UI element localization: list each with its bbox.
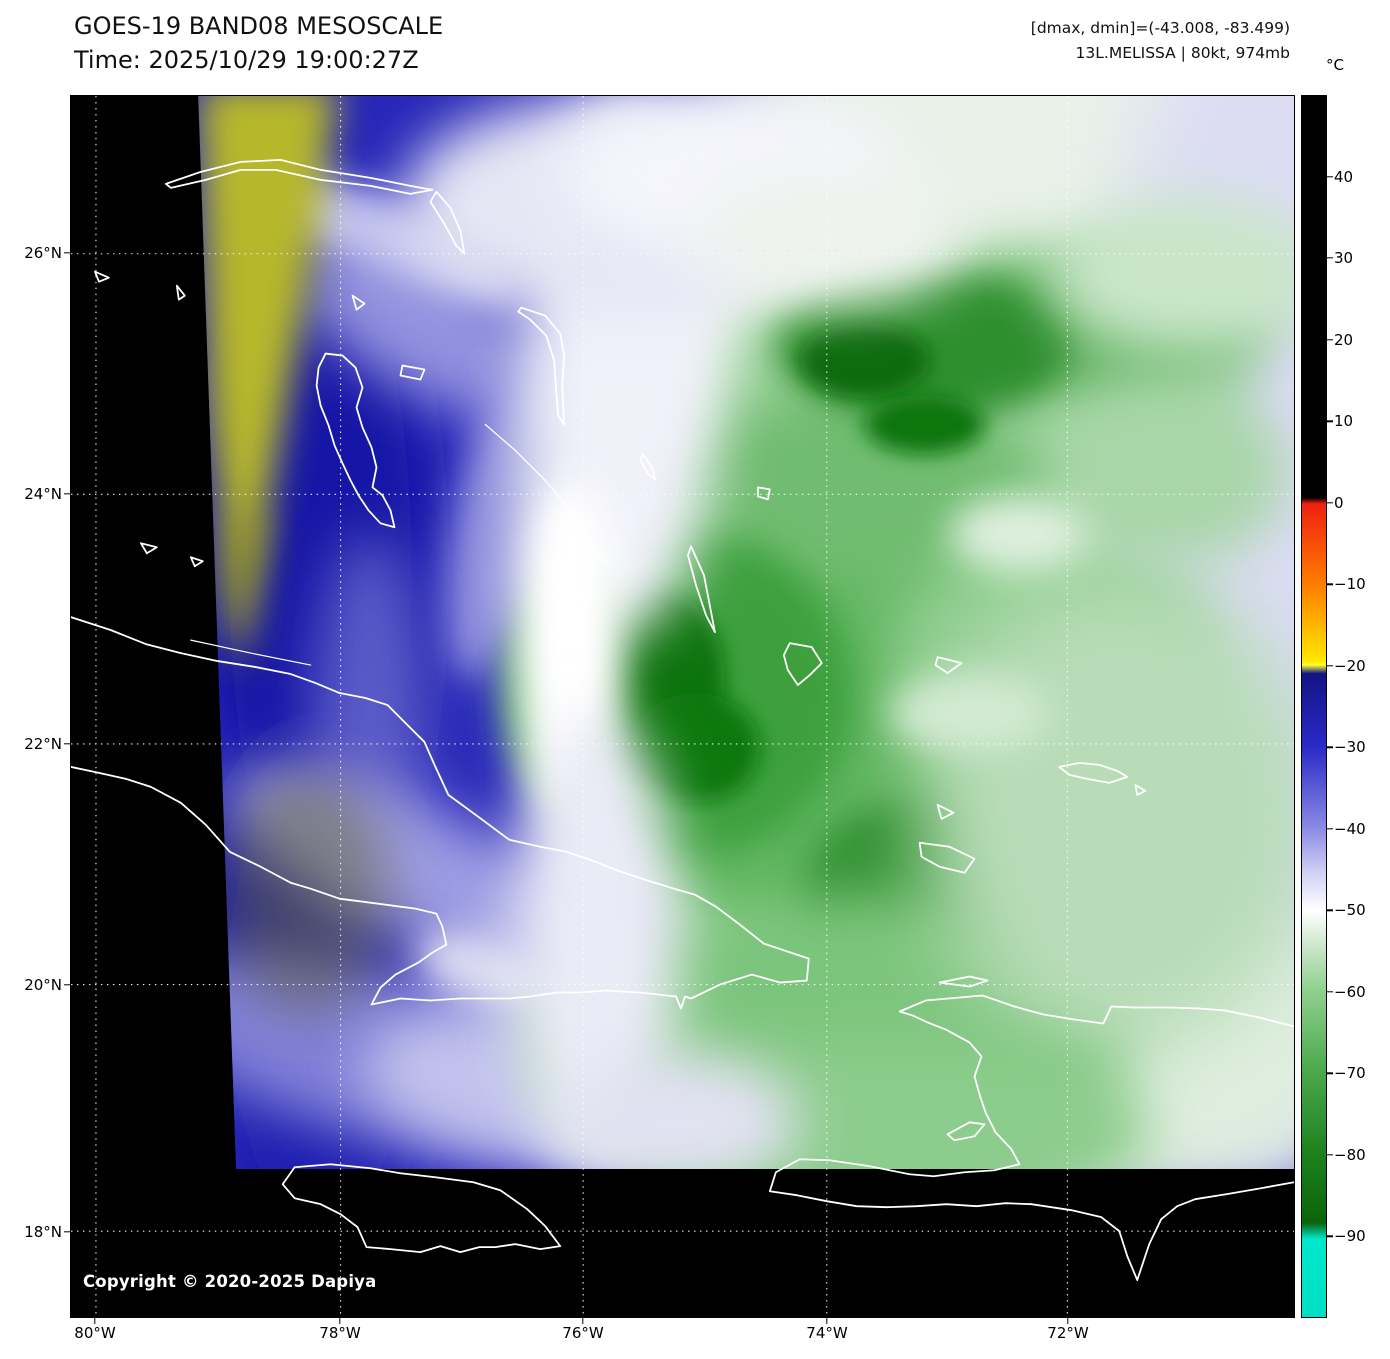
coastline-exumas	[484, 423, 607, 565]
lat-tick-mark	[64, 743, 70, 745]
colorbar-tick-label: −20	[1334, 656, 1366, 675]
colorbar-tick-mark	[1327, 1072, 1333, 1075]
lat-tick-label: 24°N	[24, 485, 62, 503]
lat-tick-label: 20°N	[24, 976, 62, 994]
lon-tick-label: 72°W	[1047, 1324, 1089, 1342]
colorbar-tick-mark	[1327, 665, 1333, 667]
lon-tick-mark	[826, 1318, 828, 1324]
lon-tick-mark	[582, 1318, 584, 1324]
figure-title: GOES-19 BAND08 MESOSCALE	[74, 12, 444, 40]
lat-tick-mark	[64, 252, 70, 254]
lat-tick-label: 26°N	[24, 244, 62, 262]
coastline-tortuga	[938, 975, 989, 988]
coastline-crooked-acklins	[782, 642, 823, 686]
brightness-temperature-field	[198, 96, 1294, 1170]
dmax-dmin-readout: [dmax, dmin]=(-43.008, -83.499)	[1030, 19, 1290, 37]
colorbar-tick-label: 30	[1334, 249, 1354, 268]
lon-tick-mark	[1067, 1318, 1069, 1324]
coastline-andros	[315, 352, 396, 529]
coastline-grand-bahama	[164, 158, 434, 195]
coastline-gonave	[946, 1121, 986, 1142]
colorbar-tick-label: −60	[1334, 982, 1366, 1001]
coastline-abaco	[429, 190, 466, 255]
colorbar-tick-label: −80	[1334, 1145, 1366, 1164]
coastline-cat-island	[639, 453, 656, 481]
coastline-new-providence	[399, 364, 426, 381]
figure-timestamp: Time: 2025/10/29 19:00:27Z	[74, 46, 419, 74]
storm-readout: 13L.MELISSA | 80kt, 974mb	[1075, 43, 1290, 62]
colorbar-tick-mark	[1327, 828, 1333, 830]
copyright-watermark: Copyright © 2020-2025 Dapiya	[83, 1272, 377, 1291]
colorbar-tick-mark	[1327, 909, 1333, 912]
colorbar-tick-mark	[1327, 991, 1333, 993]
colorbar	[1301, 95, 1327, 1318]
satellite-imagery	[198, 96, 1294, 1170]
colorbar-tick-mark	[1327, 501, 1333, 504]
colorbar-tick-mark	[1327, 746, 1333, 748]
colorbar-tick-label: 40	[1334, 167, 1354, 186]
lat-tick-mark	[64, 984, 70, 986]
lat-tick-mark	[64, 493, 70, 495]
colorbar-tick-mark	[1327, 1154, 1333, 1156]
lat-tick-label: 18°N	[24, 1223, 62, 1241]
satellite-map-panel: Copyright © 2020-2025 Dapiya	[70, 95, 1295, 1318]
coastline-hispaniola	[768, 994, 1294, 1281]
coastline-cuba	[71, 616, 810, 1010]
colorbar-unit-label: °C	[1326, 56, 1344, 74]
colorbar-tick-mark	[1327, 175, 1333, 178]
coastline-caicos	[1058, 762, 1129, 784]
coastline-mayaguana	[934, 656, 963, 674]
coastline-long-island	[687, 545, 716, 634]
colorbar-tick-mark	[1327, 420, 1333, 422]
colorbar-tick-label: 10	[1334, 412, 1354, 431]
coastline-eleuthera	[517, 306, 566, 426]
colorbar-tick-label: −40	[1334, 819, 1366, 838]
colorbar-tick-label: −90	[1334, 1227, 1366, 1246]
colorbar-tick-mark	[1327, 338, 1333, 341]
lon-tick-label: 80°W	[74, 1324, 116, 1342]
colorbar-tick-label: 0	[1334, 493, 1344, 512]
colorbar-tick-mark	[1327, 257, 1333, 259]
colorbar-tick-label: 20	[1334, 330, 1354, 349]
coastline-san-salvador	[756, 486, 771, 501]
coastline-bimini	[175, 284, 186, 301]
map-overlay	[71, 96, 1294, 1317]
lon-tick-mark	[94, 1318, 96, 1324]
coastline-turks	[1134, 783, 1147, 796]
colorbar-tick-mark	[1327, 583, 1333, 585]
colorbar-tick-label: −30	[1334, 738, 1366, 757]
figure-readouts: [dmax, dmin]=(-43.008, -83.499) 13L.MELI…	[1031, 16, 1290, 66]
lat-tick-label: 22°N	[24, 735, 62, 753]
coastline-berry-islands	[351, 294, 366, 311]
lon-tick-label: 76°W	[562, 1324, 604, 1342]
colorbar-tick-label: −10	[1334, 575, 1366, 594]
colorbar-tick-label: −50	[1334, 901, 1366, 920]
graticule	[71, 96, 1294, 1317]
lat-tick-mark	[64, 1231, 70, 1233]
coastline-great-inagua	[918, 841, 976, 874]
coastlines	[71, 158, 1294, 1281]
coastline-little-inagua	[936, 803, 955, 820]
coastline-cay-sal	[139, 542, 158, 555]
colorbar-tick-mark	[1327, 1235, 1333, 1238]
lon-tick-mark	[339, 1318, 341, 1324]
coastline-jamaica	[281, 1163, 562, 1254]
colorbar-tick-label: −70	[1334, 1064, 1366, 1083]
lon-tick-label: 78°W	[319, 1324, 361, 1342]
lon-tick-label: 74°W	[806, 1324, 848, 1342]
